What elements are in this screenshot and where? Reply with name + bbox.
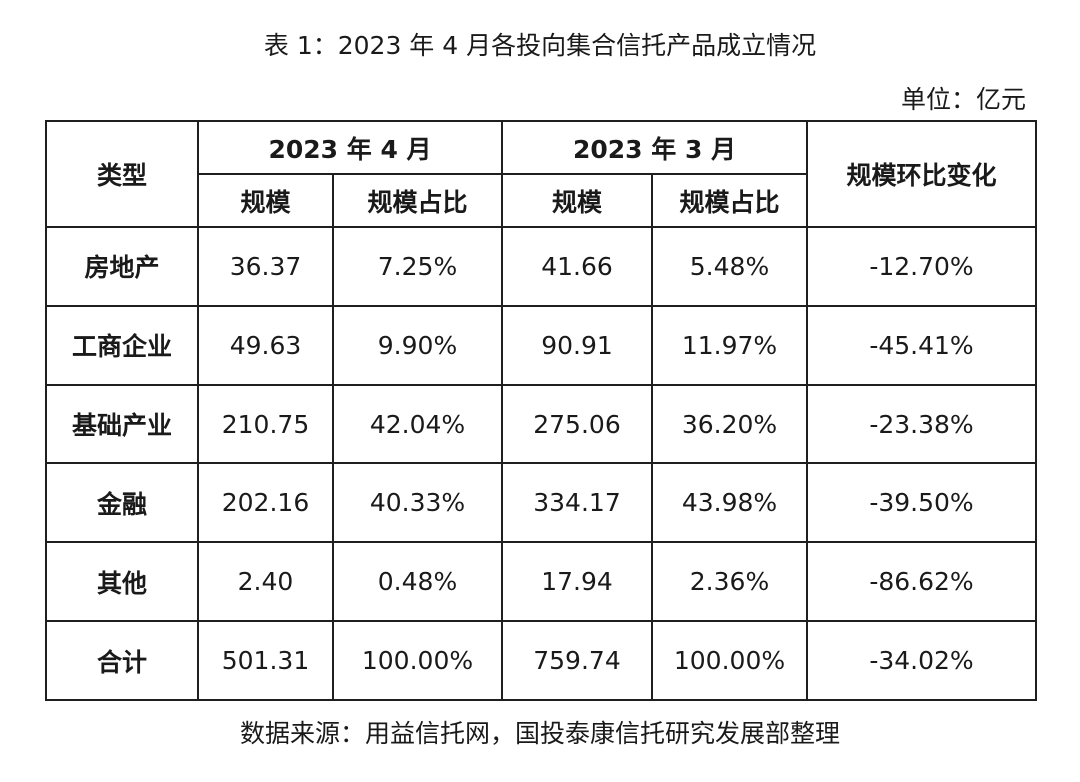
header-row-1: 类型 2023 年 4 月 2023 年 3 月 规模环比变化 xyxy=(45,120,1037,228)
unit-label: 单位：亿元 xyxy=(900,85,1026,114)
apr-scale-cell: 202.16 xyxy=(197,462,334,544)
trust-products-table: 类型 2023 年 4 月 2023 年 3 月 规模环比变化 规模 规模占比 … xyxy=(45,120,1037,701)
header-mar-share: 规模占比 xyxy=(651,173,808,228)
change-cell: -39.50% xyxy=(806,462,1037,544)
change-cell: -86.62% xyxy=(806,541,1037,623)
apr-share-cell: 40.33% xyxy=(332,462,503,544)
header-april-2023: 2023 年 4 月 xyxy=(197,120,503,175)
mar-share-cell: 11.97% xyxy=(651,304,808,386)
table-row-total: 合计 501.31 100.00% 759.74 100.00% -34.02% xyxy=(45,620,1037,701)
row-type: 合计 xyxy=(45,620,199,701)
row-type: 工商企业 xyxy=(45,304,199,386)
row-type: 金融 xyxy=(45,462,199,544)
apr-scale-cell: 501.31 xyxy=(197,620,334,701)
change-cell: -34.02% xyxy=(806,620,1037,701)
mar-scale-cell: 759.74 xyxy=(501,620,653,701)
table-row: 其他 2.40 0.48% 17.94 2.36% -86.62% xyxy=(45,541,1037,623)
header-march-2023: 2023 年 3 月 xyxy=(501,120,808,175)
header-mar-scale: 规模 xyxy=(501,173,653,228)
mar-scale-cell: 334.17 xyxy=(501,462,653,544)
apr-share-cell: 7.25% xyxy=(332,226,503,307)
row-type: 房地产 xyxy=(45,226,199,307)
mar-scale-cell: 17.94 xyxy=(501,541,653,623)
mar-share-cell: 5.48% xyxy=(651,226,808,307)
data-source-note: 数据来源：用益信托网，国投泰康信托研究发展部整理 xyxy=(239,719,840,748)
mar-scale-cell: 90.91 xyxy=(501,304,653,386)
mar-share-cell: 43.98% xyxy=(651,462,808,544)
row-type: 其他 xyxy=(45,541,199,623)
apr-scale-cell: 36.37 xyxy=(197,226,334,307)
mar-share-cell: 2.36% xyxy=(651,541,808,623)
table-row: 房地产 36.37 7.25% 41.66 5.48% -12.70% xyxy=(45,226,1037,307)
header-apr-scale: 规模 xyxy=(197,173,334,228)
change-cell: -23.38% xyxy=(806,383,1037,465)
header-type: 类型 xyxy=(45,120,199,228)
apr-share-cell: 100.00% xyxy=(332,620,503,701)
header-apr-share: 规模占比 xyxy=(332,173,503,228)
mar-scale-cell: 41.66 xyxy=(501,226,653,307)
mar-share-cell: 36.20% xyxy=(651,383,808,465)
apr-share-cell: 42.04% xyxy=(332,383,503,465)
apr-scale-cell: 2.40 xyxy=(197,541,334,623)
apr-share-cell: 9.90% xyxy=(332,304,503,386)
header-mom-change: 规模环比变化 xyxy=(806,120,1037,228)
table-title: 表 1：2023 年 4 月各投向集合信托产品成立情况 xyxy=(263,31,817,60)
apr-scale-cell: 210.75 xyxy=(197,383,334,465)
change-cell: -45.41% xyxy=(806,304,1037,386)
header-row-2: 规模 规模占比 规模 规模占比 xyxy=(46,173,1036,228)
table-row: 基础产业 210.75 42.04% 275.06 36.20% -23.38% xyxy=(45,383,1037,465)
change-cell: -12.70% xyxy=(806,226,1037,307)
mar-share-cell: 100.00% xyxy=(651,620,808,701)
mar-scale-cell: 275.06 xyxy=(501,383,653,465)
table-row: 金融 202.16 40.33% 334.17 43.98% -39.50% xyxy=(45,462,1037,544)
apr-scale-cell: 49.63 xyxy=(197,304,334,386)
row-type: 基础产业 xyxy=(45,383,199,465)
table-row: 工商企业 49.63 9.90% 90.91 11.97% -45.41% xyxy=(45,304,1037,386)
apr-share-cell: 0.48% xyxy=(332,541,503,623)
